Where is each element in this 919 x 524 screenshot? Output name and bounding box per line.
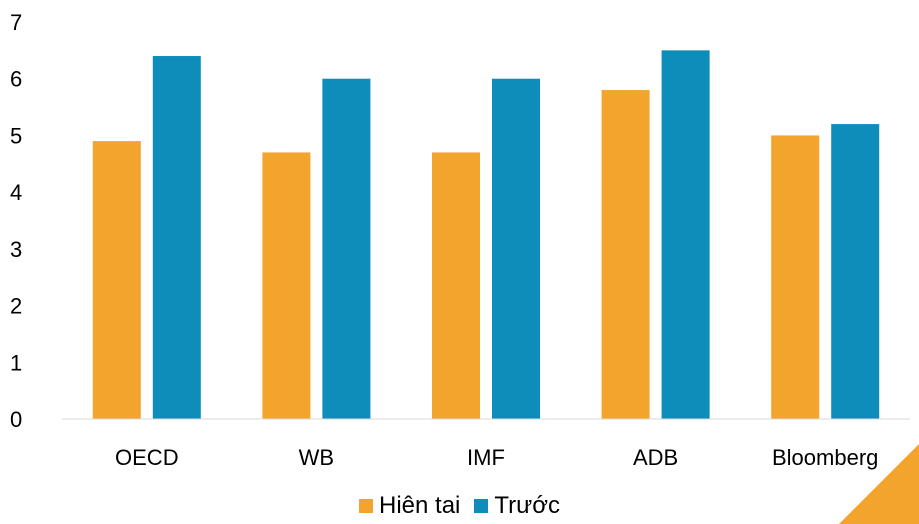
bar-oecd-series-0 [92, 141, 141, 419]
x-axis-labels: OECD WB IMF ADB Bloomberg [115, 445, 878, 470]
x-tick-label-imf: IMF [467, 445, 505, 470]
bar-wb-series-1 [322, 78, 371, 419]
legend-label-truoc: Trước [494, 492, 560, 519]
legend-item-hien-tai: Hiên tai [359, 492, 460, 520]
y-tick-label-6: 6 [10, 67, 22, 92]
y-axis-ticks: 0 1 2 3 4 5 6 7 [10, 10, 22, 432]
bar-imf-series-0 [432, 152, 480, 419]
legend-item-truoc: Trước [474, 492, 560, 520]
legend-swatch-hien-tai [359, 499, 374, 513]
x-tick-label-bloomberg: Bloomberg [772, 445, 878, 470]
bar-oecd-series-1 [152, 56, 201, 420]
corner-decoration [839, 444, 919, 524]
y-tick-label-0: 0 [10, 407, 22, 432]
y-tick-label-3: 3 [10, 237, 22, 262]
x-tick-label-adb: ADB [633, 445, 678, 470]
y-tick-label-2: 2 [10, 294, 22, 319]
bar-bloomberg-series-0 [771, 135, 820, 419]
bar-bloomberg-series-1 [831, 124, 880, 419]
y-tick-label-4: 4 [10, 180, 22, 205]
bars [92, 50, 880, 420]
y-tick-label-1: 1 [10, 350, 22, 375]
x-tick-label-wb: WB [299, 445, 334, 470]
bar-wb-series-0 [262, 152, 311, 419]
x-tick-label-oecd: OECD [115, 445, 179, 470]
bar-adb-series-0 [601, 90, 650, 420]
legend: Hiên tai Trước [0, 492, 919, 520]
bar-adb-series-1 [661, 50, 710, 419]
y-tick-label-7: 7 [10, 10, 22, 35]
legend-swatch-truoc [474, 499, 489, 513]
y-tick-label-5: 5 [10, 123, 22, 148]
bar-imf-series-1 [492, 78, 540, 419]
legend-label-hien-tai: Hiên tai [379, 492, 461, 519]
